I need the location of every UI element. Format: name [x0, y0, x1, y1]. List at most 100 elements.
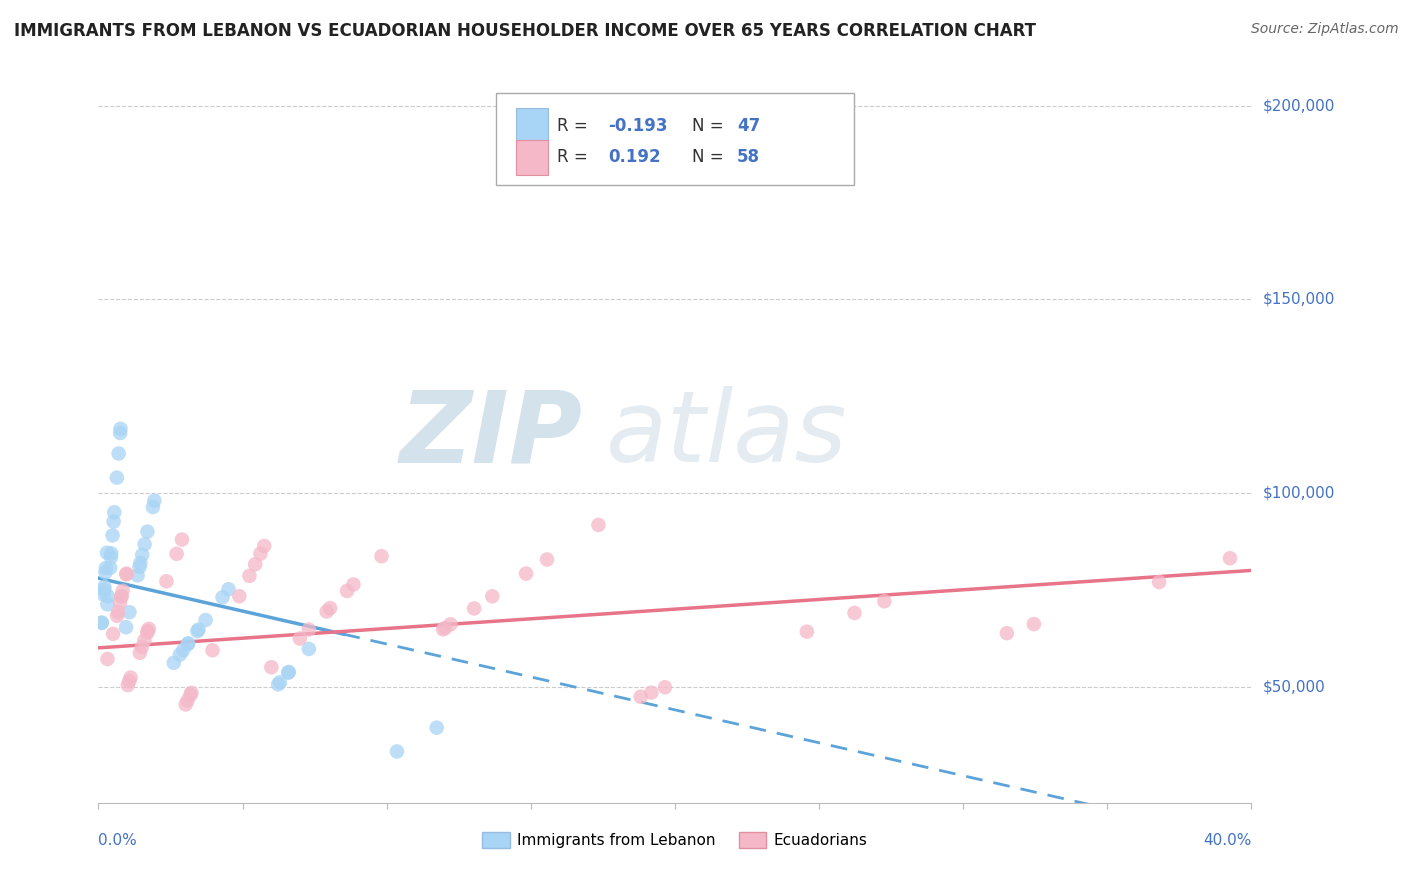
Point	[640, 685, 662, 699]
Point	[138, 622, 160, 636]
Point	[107, 446, 129, 460]
Text: 47: 47	[737, 117, 761, 135]
Point	[796, 624, 818, 639]
Point	[180, 686, 202, 700]
Text: R =: R =	[557, 117, 593, 135]
Point	[111, 583, 134, 598]
Point	[176, 693, 198, 707]
Point	[170, 533, 193, 547]
Point	[267, 677, 290, 691]
Point	[118, 674, 141, 689]
Bar	[516, 108, 548, 144]
Point	[253, 539, 276, 553]
Text: 58: 58	[737, 148, 761, 166]
Point	[315, 605, 337, 619]
Point	[211, 591, 233, 605]
Point	[105, 608, 128, 623]
Point	[110, 590, 132, 604]
Point	[177, 636, 200, 650]
Point	[127, 568, 149, 582]
Point	[93, 588, 115, 602]
Point	[142, 500, 165, 514]
Point	[243, 558, 266, 572]
Point	[277, 665, 299, 679]
Point	[172, 643, 194, 657]
Point	[319, 601, 342, 615]
Point	[630, 690, 652, 704]
Point	[98, 561, 121, 575]
Point	[105, 470, 128, 484]
Point	[298, 623, 321, 637]
Point	[93, 582, 115, 597]
Point	[342, 577, 364, 591]
Point	[100, 546, 122, 560]
Point	[336, 584, 359, 599]
Point	[96, 652, 118, 666]
Point	[298, 642, 321, 657]
Point	[136, 524, 159, 539]
Point	[432, 623, 454, 637]
Point	[97, 590, 120, 604]
Point	[136, 624, 159, 638]
Point	[128, 559, 150, 574]
Point	[201, 643, 224, 657]
Point	[103, 505, 125, 519]
Point	[118, 605, 141, 619]
Point	[131, 548, 153, 562]
Point	[174, 698, 197, 712]
Text: $150,000: $150,000	[1263, 292, 1334, 307]
Point	[995, 626, 1018, 640]
Point	[180, 688, 202, 702]
Point	[94, 566, 117, 580]
Point	[108, 596, 131, 610]
Point	[218, 582, 240, 597]
Point	[515, 566, 537, 581]
Point	[1219, 551, 1241, 566]
Point	[90, 615, 112, 630]
Point	[1022, 617, 1045, 632]
Point	[117, 678, 139, 692]
Point	[136, 625, 159, 640]
Bar	[516, 140, 548, 175]
Text: R =: R =	[557, 148, 593, 166]
Point	[228, 589, 250, 603]
Text: ZIP: ZIP	[399, 386, 582, 483]
Point	[134, 633, 156, 648]
Text: $100,000: $100,000	[1263, 485, 1334, 500]
Point	[143, 493, 166, 508]
Point	[370, 549, 392, 564]
Point	[177, 637, 200, 651]
Legend: Immigrants from Lebanon, Ecuadorians: Immigrants from Lebanon, Ecuadorians	[477, 826, 873, 854]
Point	[186, 624, 208, 639]
Point	[277, 665, 299, 680]
Point	[134, 537, 156, 551]
Text: 40.0%: 40.0%	[1204, 833, 1251, 848]
Text: N =: N =	[692, 148, 730, 166]
Point	[110, 422, 132, 436]
Point	[115, 566, 138, 581]
Text: 0.192: 0.192	[607, 148, 661, 166]
Point	[100, 550, 122, 565]
Point	[238, 569, 260, 583]
Point	[844, 606, 866, 620]
Point	[101, 627, 124, 641]
Text: atlas: atlas	[606, 386, 848, 483]
Point	[269, 675, 291, 690]
Point	[96, 597, 118, 611]
Text: $200,000: $200,000	[1263, 98, 1334, 113]
Point	[115, 620, 138, 634]
Point	[654, 680, 676, 694]
Text: N =: N =	[692, 117, 730, 135]
Text: IMMIGRANTS FROM LEBANON VS ECUADORIAN HOUSEHOLDER INCOME OVER 65 YEARS CORRELATI: IMMIGRANTS FROM LEBANON VS ECUADORIAN HO…	[14, 22, 1036, 40]
Point	[131, 640, 153, 654]
Point	[110, 589, 132, 603]
Point	[120, 671, 142, 685]
Point	[288, 632, 311, 646]
Point	[260, 660, 283, 674]
Point	[107, 605, 129, 619]
Point	[103, 515, 125, 529]
Point	[249, 547, 271, 561]
Point	[536, 552, 558, 566]
Point	[588, 517, 610, 532]
Text: 0.0%: 0.0%	[98, 833, 138, 848]
